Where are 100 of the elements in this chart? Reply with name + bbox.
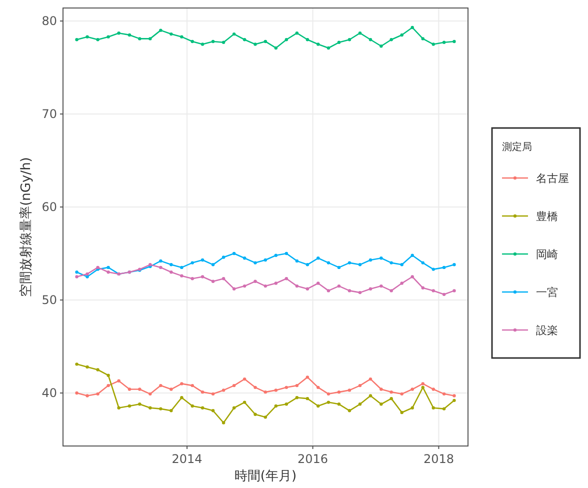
point	[432, 388, 435, 391]
point	[442, 392, 446, 396]
point	[400, 392, 404, 396]
point	[211, 280, 215, 283]
point	[337, 402, 341, 406]
point	[232, 384, 236, 388]
point	[190, 277, 194, 280]
point	[232, 252, 236, 256]
point	[222, 256, 226, 259]
point	[337, 284, 341, 288]
point	[452, 289, 456, 292]
point	[232, 32, 236, 36]
point	[368, 287, 372, 290]
point	[242, 256, 246, 260]
point	[222, 277, 226, 280]
point	[170, 409, 173, 412]
point	[274, 254, 278, 257]
point	[86, 35, 89, 38]
point	[306, 38, 310, 42]
point	[170, 388, 173, 391]
point	[348, 388, 352, 392]
legend-label: 豊橋	[536, 210, 558, 223]
point	[138, 402, 142, 406]
point	[254, 280, 257, 283]
point	[180, 274, 184, 278]
point	[400, 263, 404, 266]
point	[86, 272, 89, 276]
point	[170, 270, 173, 274]
point	[295, 32, 299, 35]
point	[337, 266, 341, 270]
point	[390, 390, 393, 394]
point	[400, 282, 404, 285]
point	[106, 374, 110, 377]
point	[106, 270, 110, 274]
point	[452, 394, 456, 398]
point	[190, 404, 194, 408]
point	[190, 384, 194, 388]
point	[306, 263, 310, 266]
point	[306, 376, 310, 379]
point	[274, 46, 278, 50]
point	[442, 292, 446, 296]
point	[148, 406, 152, 410]
point	[264, 40, 268, 44]
point	[284, 38, 288, 42]
point	[254, 261, 257, 264]
point	[274, 282, 278, 285]
point	[316, 256, 320, 260]
point	[274, 404, 278, 408]
point	[86, 365, 89, 369]
point	[86, 394, 89, 398]
point	[452, 398, 456, 402]
point	[400, 410, 404, 414]
point	[421, 382, 424, 386]
point	[348, 261, 352, 264]
point	[75, 270, 78, 274]
point	[442, 266, 446, 270]
point	[452, 263, 456, 266]
point	[180, 396, 184, 400]
point	[75, 275, 78, 278]
point	[358, 32, 362, 35]
point	[222, 40, 226, 44]
point	[159, 266, 162, 270]
point	[295, 259, 299, 263]
point	[442, 407, 446, 410]
legend-title: 測定局	[502, 141, 532, 153]
point	[190, 261, 194, 264]
point	[284, 277, 288, 280]
point	[159, 28, 162, 32]
point	[242, 377, 246, 381]
point	[159, 259, 162, 263]
point	[380, 284, 383, 288]
point	[106, 35, 110, 38]
point	[200, 275, 204, 278]
point	[232, 287, 236, 290]
point	[410, 275, 414, 278]
point	[159, 407, 162, 410]
x-axis-title: 時間(年月)	[234, 469, 297, 484]
point	[284, 252, 288, 256]
point	[306, 287, 310, 290]
point	[180, 382, 184, 386]
point	[148, 37, 152, 40]
point	[358, 263, 362, 266]
point	[264, 390, 268, 394]
point	[390, 396, 393, 400]
x-tick-label: 2014	[172, 452, 202, 466]
point	[380, 402, 383, 406]
point	[200, 42, 204, 46]
point	[326, 46, 330, 50]
point	[274, 388, 278, 392]
point	[316, 404, 320, 408]
point	[180, 35, 184, 38]
point	[211, 263, 215, 266]
point	[421, 286, 424, 290]
point	[295, 384, 299, 388]
point	[106, 384, 110, 388]
point	[410, 26, 414, 30]
line-series	[75, 26, 456, 50]
point	[337, 40, 341, 44]
point	[421, 37, 424, 40]
point	[190, 40, 194, 44]
